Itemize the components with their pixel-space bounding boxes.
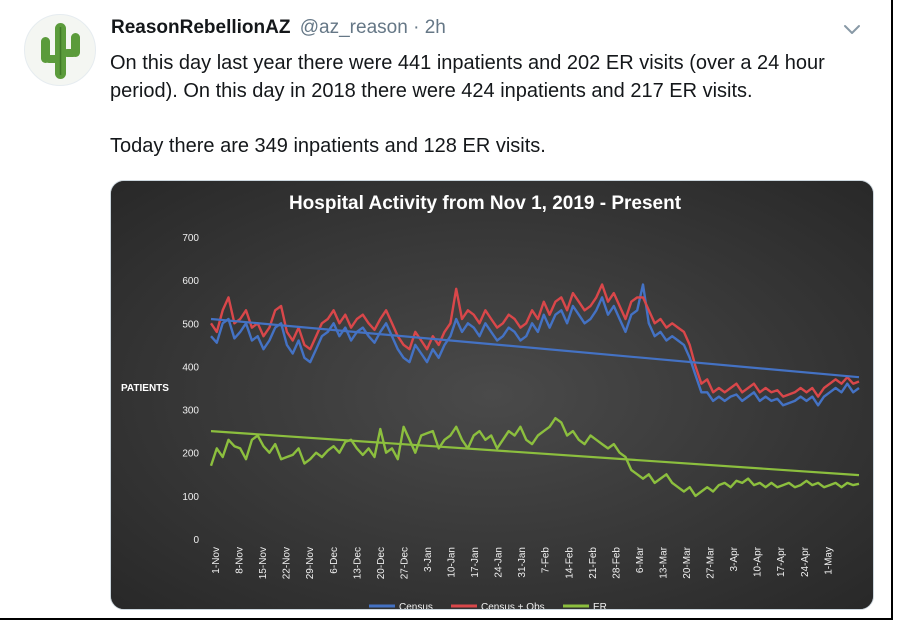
legend-label: Census + Obs [481, 602, 545, 609]
tweet-media-chart[interactable]: Hospital Activity from Nov 1, 2019 - Pre… [110, 180, 874, 610]
x-tick-label: 22-Nov [282, 547, 293, 579]
tweet-text: On this day last year there were 441 inp… [110, 52, 825, 157]
x-tick-label: 1-May [823, 547, 834, 575]
avatar[interactable] [24, 14, 96, 86]
y-tick-label: 0 [193, 535, 199, 546]
legend-label: ER [593, 602, 607, 609]
x-tick-label: 21-Feb [588, 547, 599, 579]
y-axis-label: PATIENTS [121, 383, 169, 394]
x-tick-label: 7-Feb [541, 547, 552, 574]
x-tick-label: 20-Mar [682, 546, 693, 578]
cactus-icon [41, 23, 80, 79]
series-line-er [209, 416, 860, 498]
trendline-census [210, 317, 860, 379]
separator-dot: · [413, 17, 420, 38]
hospital-activity-chart: Hospital Activity from Nov 1, 2019 - Pre… [111, 181, 873, 609]
x-tick-label: 3-Jan [423, 547, 434, 572]
display-name[interactable]: ReasonRebellionAZ [111, 17, 291, 38]
x-tick-label: 17-Jan [470, 547, 481, 578]
tweet-menu-button[interactable] [839, 20, 865, 40]
x-tick-label: 13-Mar [659, 546, 670, 578]
tweet-timestamp[interactable]: 2h [424, 17, 446, 38]
x-tick-label: 17-Apr [776, 546, 787, 577]
x-tick-label: 8-Nov [235, 547, 246, 574]
y-tick-label: 600 [182, 276, 199, 287]
y-tick-label: 500 [182, 319, 199, 330]
x-tick-label: 1-Nov [211, 547, 222, 574]
x-tick-label: 28-Feb [611, 547, 622, 579]
x-tick-label: 6-Dec [329, 547, 340, 574]
y-tick-label: 200 [182, 449, 199, 460]
legend-label: Census [399, 602, 433, 609]
x-tick-label: 10-Jan [447, 547, 458, 578]
x-tick-label: 15-Nov [258, 547, 269, 579]
x-tick-label: 29-Nov [305, 547, 316, 579]
y-tick-label: 400 [182, 362, 199, 373]
x-tick-label: 27-Mar [706, 546, 717, 578]
x-tick-label: 31-Jan [517, 547, 528, 578]
y-tick-label: 700 [182, 233, 199, 244]
trendline-er [210, 430, 860, 477]
tweet-header: ReasonRebellionAZ @az_reason · 2h [111, 17, 446, 39]
x-tick-label: 24-Jan [494, 547, 505, 578]
chevron-down-icon [844, 25, 860, 34]
x-tick-label: 6-Mar [635, 546, 646, 573]
x-tick-label: 14-Feb [564, 547, 575, 579]
x-tick-label: 3-Apr [729, 546, 740, 571]
y-tick-label: 100 [182, 492, 199, 503]
chart-title: Hospital Activity from Nov 1, 2019 - Pre… [289, 193, 682, 214]
user-handle[interactable]: @az_reason [299, 17, 408, 38]
x-tick-label: 27-Dec [399, 547, 410, 579]
tweet-card[interactable]: ReasonRebellionAZ @az_reason · 2h On thi… [0, 0, 893, 620]
x-tick-label: 10-Apr [753, 546, 764, 577]
y-tick-label: 300 [182, 406, 199, 417]
series-line-census [210, 283, 860, 407]
x-tick-label: 24-Apr [800, 546, 811, 577]
x-tick-label: 20-Dec [376, 547, 387, 579]
x-tick-label: 13-Dec [352, 547, 363, 579]
